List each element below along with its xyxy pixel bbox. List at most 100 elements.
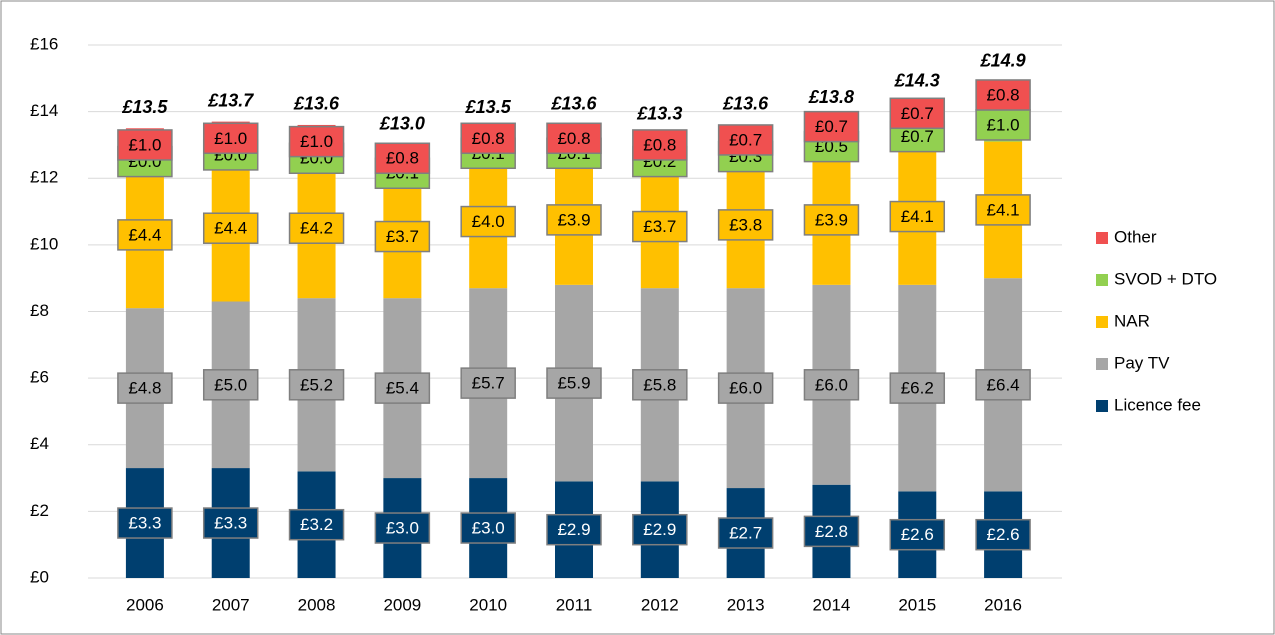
data-label: £0.7 (901, 127, 934, 146)
data-label-box (374, 142, 431, 175)
data-label: £0.7 (901, 104, 934, 123)
data-label: £6.0 (729, 379, 762, 398)
data-label: £2.9 (643, 520, 676, 539)
data-label: £5.2 (300, 375, 333, 394)
legend-swatch (1096, 316, 1108, 328)
data-label-box (632, 129, 688, 161)
data-label-box (460, 512, 516, 544)
x-tick-label: 2014 (813, 595, 851, 614)
data-label: £1.0 (300, 132, 333, 151)
data-label: £3.0 (386, 519, 419, 538)
total-label: £14.9 (980, 50, 1026, 70)
data-label: £0.8 (557, 129, 590, 148)
legend-swatch (1096, 400, 1108, 412)
data-label-box (546, 367, 602, 399)
data-label: £0.8 (643, 135, 676, 154)
total-label: £13.3 (636, 104, 682, 124)
data-label-box (889, 518, 946, 551)
data-label-box (202, 369, 259, 401)
data-label-box (546, 513, 602, 546)
y-tick-label: £2 (30, 501, 49, 520)
x-tick-label: 2013 (727, 595, 765, 614)
data-label-box (717, 209, 774, 241)
x-tick-label: 2006 (126, 595, 164, 614)
data-label: £0.7 (729, 130, 762, 149)
data-label: £5.7 (472, 374, 505, 393)
data-label-box (889, 372, 946, 404)
data-label-box (117, 129, 173, 161)
data-label-box (803, 110, 860, 143)
x-tick-label: 2008 (298, 595, 336, 614)
data-label-box (288, 125, 345, 158)
legend-label: Licence fee (1114, 395, 1201, 414)
data-label: £0.8 (472, 129, 505, 148)
x-tick-label: 2007 (212, 595, 250, 614)
data-label: £3.9 (557, 210, 590, 229)
data-label-box (889, 97, 946, 130)
data-label-box (717, 124, 774, 156)
data-label-box (975, 518, 1031, 551)
total-label: £13.6 (293, 94, 340, 114)
data-label: £1.0 (128, 135, 161, 154)
data-label: £4.0 (472, 212, 505, 231)
data-label: £6.4 (987, 375, 1020, 394)
x-tick-label: 2015 (898, 595, 936, 614)
data-label: £6.0 (815, 375, 848, 394)
legend-label: SVOD + DTO (1114, 269, 1217, 288)
data-label: £2.8 (815, 522, 848, 541)
data-label: £3.0 (472, 519, 505, 538)
total-label: £13.5 (121, 97, 168, 117)
data-label: £1.0 (987, 115, 1020, 134)
x-tick-label: 2009 (383, 595, 421, 614)
data-label-box (202, 507, 259, 539)
data-label: £5.4 (386, 379, 419, 398)
data-label: £3.3 (214, 514, 247, 533)
total-label: £13.8 (808, 87, 854, 107)
data-label: £3.9 (815, 210, 848, 229)
data-label: £2.7 (729, 524, 762, 543)
y-tick-label: £12 (30, 168, 58, 187)
data-label: £3.2 (300, 515, 333, 534)
data-label-box (202, 212, 259, 244)
data-label: £4.1 (987, 200, 1020, 219)
y-tick-label: £8 (30, 301, 49, 320)
y-tick-label: £0 (30, 567, 49, 586)
data-label-box (374, 512, 431, 544)
total-label: £13.0 (379, 114, 425, 134)
data-label-box (975, 109, 1031, 141)
total-label: £13.6 (550, 94, 597, 114)
x-tick-label: 2012 (641, 595, 679, 614)
y-tick-label: £6 (30, 368, 49, 387)
data-label: £2.9 (557, 520, 590, 539)
x-tick-label: 2011 (556, 595, 593, 614)
data-label-box (288, 508, 345, 541)
legend-swatch (1096, 358, 1108, 370)
legend-label: Other (1114, 227, 1157, 246)
data-label-box (117, 372, 173, 404)
total-label: £13.7 (207, 90, 254, 110)
data-label-box (975, 194, 1031, 226)
data-label: £2.6 (987, 525, 1020, 544)
data-label: £4.2 (300, 219, 333, 238)
data-label-box (889, 200, 946, 233)
data-label: £6.2 (901, 379, 934, 398)
data-label-box (374, 220, 431, 253)
legend-label: Pay TV (1114, 353, 1170, 372)
data-label-box (288, 369, 345, 401)
total-label: £13.5 (465, 97, 512, 117)
data-label-box (717, 372, 774, 404)
data-label-box (632, 369, 688, 401)
x-tick-label: 2016 (984, 595, 1022, 614)
legend-swatch (1096, 274, 1108, 286)
x-tick-label: 2010 (469, 595, 507, 614)
data-label: £3.7 (386, 227, 419, 246)
data-label-box (460, 367, 516, 399)
data-label-box (632, 210, 688, 243)
data-label-box (117, 507, 173, 539)
legend-label: NAR (1114, 311, 1150, 330)
data-label: £4.4 (128, 225, 161, 244)
data-label-box (803, 515, 860, 548)
data-label-box (546, 122, 602, 155)
y-tick-label: £4 (30, 434, 49, 453)
